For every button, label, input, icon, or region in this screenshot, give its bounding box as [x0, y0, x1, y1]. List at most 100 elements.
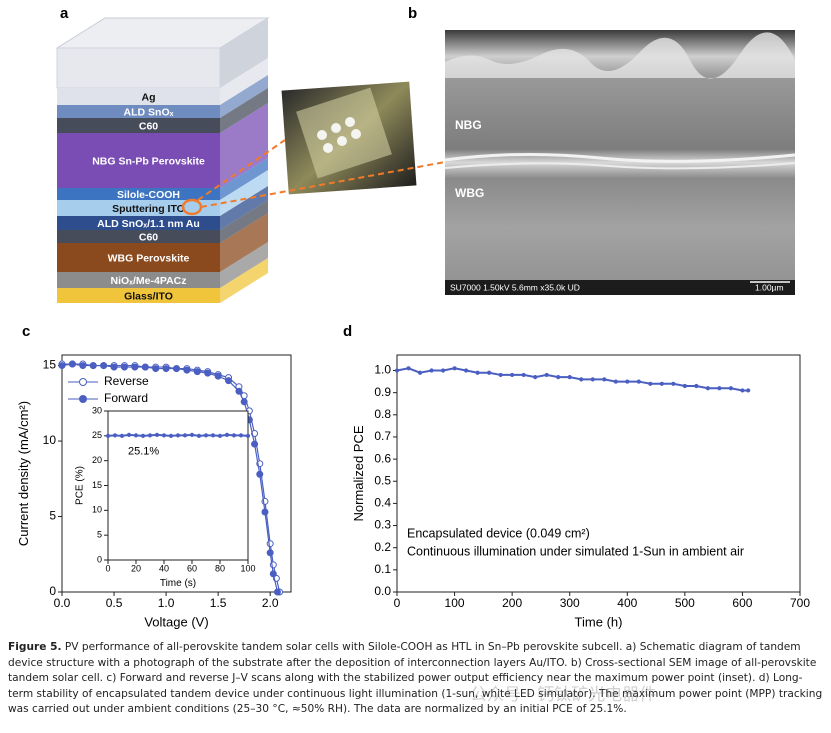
layer-side: [220, 258, 268, 303]
x-axis-label: Time (s): [160, 578, 196, 589]
data-point: [168, 433, 174, 438]
layer-label: C60: [139, 231, 158, 243]
panel-label: c: [22, 323, 30, 340]
data-point: [406, 366, 411, 371]
panel-label: d: [343, 323, 352, 340]
x-tick-label: 300: [560, 596, 580, 610]
data-point: [648, 381, 653, 386]
data-point: [141, 363, 149, 371]
panel-label: b: [408, 5, 417, 22]
data-point: [152, 365, 160, 373]
layer-side: [220, 58, 268, 105]
layer-label: Sputtering ITO: [112, 203, 185, 215]
y-tick-label: 30: [92, 405, 102, 415]
data-point: [68, 360, 76, 368]
data-point: [602, 377, 607, 382]
layer-label: NiOₓ/Me-4PACz: [111, 275, 187, 287]
watermark: 公众号 · 钙钛矿光电器件: [470, 685, 657, 705]
data-point: [266, 540, 274, 548]
data-point: [671, 381, 676, 386]
layer-label: WBG Perovskite: [108, 252, 190, 264]
x-tick-label: 2.0: [262, 596, 279, 610]
data-point: [498, 372, 503, 378]
data-point: [590, 377, 595, 382]
data-point: [189, 432, 195, 437]
data-point: [440, 368, 446, 373]
data-point: [256, 470, 264, 478]
plot-frame: [396, 354, 801, 593]
annotation: Encapsulated device (0.049 cm²): [407, 526, 590, 540]
x-tick-label: 0.5: [106, 596, 123, 610]
layer-label: NBG Sn-Pb Perovskite: [92, 155, 205, 167]
data-point: [269, 570, 277, 578]
x-axis-label: Time (h): [575, 615, 623, 630]
y-tick-label: 1.0: [374, 363, 391, 377]
data-point: [235, 387, 243, 395]
data-point: [487, 370, 492, 375]
layer-side: [220, 170, 268, 216]
data-point: [112, 433, 118, 438]
data-point: [183, 366, 191, 374]
region-label: WBG: [455, 186, 484, 200]
x-tick-label: 100: [240, 563, 255, 573]
legend-marker: [79, 378, 87, 386]
x-tick-label: 0: [105, 563, 110, 573]
x-tick-label: 200: [502, 596, 522, 610]
data-point: [224, 432, 230, 437]
panel-label: a: [60, 5, 69, 22]
y-tick-label: 0.3: [374, 518, 391, 532]
data-point: [238, 433, 244, 438]
data-point: [544, 372, 549, 378]
data-point: [79, 362, 87, 370]
data-point: [417, 370, 423, 375]
data-point: [463, 368, 469, 373]
data-point: [475, 370, 480, 375]
data-point: [210, 433, 216, 438]
data-point: [452, 366, 457, 371]
data-point: [705, 386, 710, 391]
y-axis-label: PCE (%): [75, 466, 86, 505]
photograph: [281, 81, 417, 195]
y-tick-label: 20: [92, 455, 102, 465]
data-point: [728, 386, 734, 391]
y-tick-label: 0: [97, 554, 102, 564]
data-point: [147, 433, 153, 438]
y-tick-label: 5: [49, 509, 56, 523]
data-point: [175, 433, 181, 438]
data-point: [429, 368, 434, 373]
data-point: [214, 372, 222, 380]
x-tick-label: 1.0: [158, 596, 175, 610]
data-point: [521, 372, 526, 378]
data-point: [682, 383, 687, 389]
data-point: [203, 433, 209, 438]
y-axis-label: Current density (mA/cm²): [16, 401, 31, 546]
layer: [57, 216, 220, 230]
data-point: [556, 375, 561, 380]
data-point: [231, 433, 237, 438]
x-tick-label: 20: [131, 563, 141, 573]
data-point: [217, 433, 223, 438]
layer-side: [220, 103, 268, 188]
y-tick-label: 15: [92, 480, 102, 490]
data-point: [394, 368, 400, 373]
y-tick-label: 0.5: [374, 473, 391, 487]
data-point: [625, 379, 630, 384]
data-point: [579, 377, 584, 382]
data-point: [251, 440, 259, 448]
data-point: [161, 433, 167, 438]
y-tick-label: 0.1: [374, 562, 391, 576]
data-point: [133, 433, 139, 438]
layer-side: [220, 88, 268, 133]
layer: [57, 200, 220, 216]
data-point: [58, 362, 66, 370]
x-tick-label: 0.0: [54, 596, 71, 610]
layer-label: Glass/ITO: [124, 290, 173, 302]
layer: [57, 118, 220, 133]
caption-label: Figure 5.: [8, 641, 62, 653]
layer: [57, 243, 220, 272]
data-point: [694, 383, 699, 389]
data-point: [204, 369, 212, 377]
scale-bar: 1.00µm: [755, 282, 784, 292]
data-point: [131, 363, 139, 371]
annotation: Continuous illumination under simulated …: [407, 544, 744, 558]
